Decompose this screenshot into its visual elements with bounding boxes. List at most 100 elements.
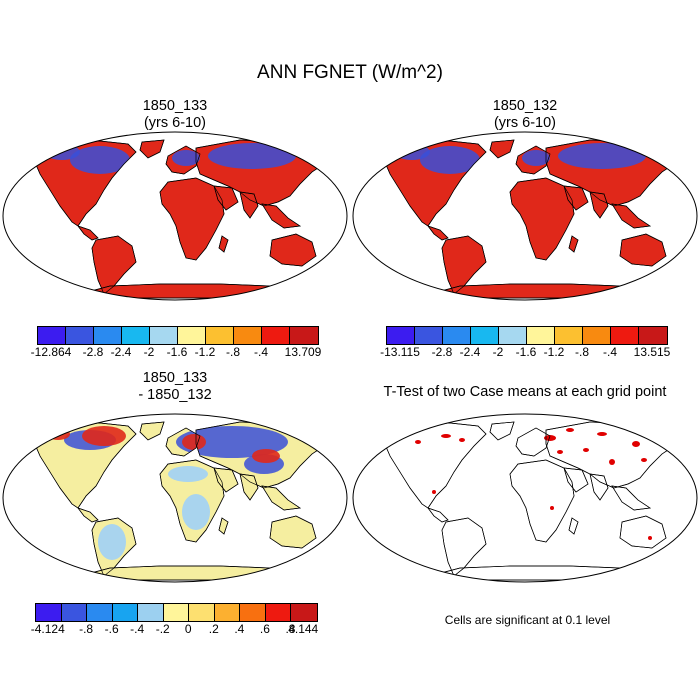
coastline [619, 233, 667, 267]
colorbar-2: -13.115 -2.8 -2.4 -2 -1.6 -1.2 -.8 -.4 13.515 [380, 326, 670, 362]
colorbar-label: -.2 [155, 622, 170, 636]
blue-blob-canada [420, 146, 480, 174]
continent-central-america [427, 225, 449, 241]
colorbar-box [555, 327, 583, 344]
colorbar-boxes [386, 326, 668, 345]
coastline [383, 422, 487, 509]
colorbar-1: -12.864 -2.8 -2.4 -2 -1.6 -1.2 -.8 -.4 13.709 [31, 326, 321, 362]
continent-se-asia [261, 203, 301, 229]
colorbar-label: -2.4 [110, 345, 132, 359]
coastline [509, 177, 575, 261]
colorbar-label: -1.2 [543, 345, 565, 359]
colorbar-label: -1.2 [194, 345, 216, 359]
ttest-cell [597, 432, 607, 436]
ttest-cell [557, 450, 563, 454]
map-content [383, 421, 683, 581]
diff-red-canada [82, 426, 126, 446]
colorbar-3: -4.124 -.8 -.6 -.4 -.2 0 .2 .4 .6 .8 4.144 [31, 603, 318, 639]
colorbar-label: -2.8 [82, 345, 104, 359]
colorbar-label: -2.8 [431, 345, 453, 359]
colorbar-label: .8 [285, 622, 296, 636]
ttest-cell [459, 438, 465, 442]
coastline [269, 515, 317, 549]
ttest-cell [609, 459, 615, 465]
coastline [568, 235, 579, 253]
ttest-cell [632, 441, 640, 447]
map-content [383, 139, 683, 299]
colorbar-label: -2 [492, 345, 504, 359]
coastline [489, 139, 515, 159]
continent-central-america [77, 507, 99, 523]
colorbar-box [214, 604, 241, 621]
coastline [261, 485, 301, 511]
colorbar-box [639, 327, 667, 344]
colorbar-label: -1.6 [515, 345, 537, 359]
colorbar-label: -12.864 [30, 345, 72, 359]
colorbar-box [471, 327, 499, 344]
diff-lightblue-africa [182, 494, 210, 530]
map-svg [352, 131, 698, 301]
coastline [239, 473, 259, 501]
coastline [421, 565, 651, 581]
continent-africa [509, 459, 575, 543]
continent-greenland [139, 421, 165, 441]
colorbar-label: 13.709 [284, 345, 322, 359]
colorbar-box [583, 327, 611, 344]
coastline [545, 421, 681, 489]
panel3-title: 1850_133 - 1850_132 [0, 370, 350, 404]
colorbar-box [178, 327, 206, 344]
colorbar-label: 13.515 [633, 345, 671, 359]
panel2-title-line1: 1850_132 [492, 98, 558, 114]
colorbar-box [499, 327, 527, 344]
continent-new-zealand [671, 261, 683, 277]
coastline [515, 145, 551, 175]
colorbar-box [527, 327, 555, 344]
blue-blob-europe [522, 150, 550, 166]
panel4-title: T-Test of two Case means at each grid po… [350, 384, 700, 401]
coastline [77, 507, 99, 523]
continent-greenland [139, 139, 165, 159]
colorbar-label: -13.115 [380, 345, 420, 359]
colorbar-label: -.8 [225, 345, 241, 359]
map-border [2, 131, 348, 301]
colorbar-box [443, 327, 471, 344]
diff-lightblue-sahara [168, 466, 208, 482]
colorbar-box [262, 327, 290, 344]
ttest-cell [544, 435, 556, 441]
colorbar-label: .4 [234, 622, 245, 636]
map-panel-1 [0, 130, 350, 302]
panel4-title-line1: T-Test of two Case means at each grid po… [383, 384, 667, 400]
blue-blob-canada [70, 146, 130, 174]
map-border [352, 413, 698, 583]
map-content [33, 421, 333, 581]
coastline [159, 459, 225, 543]
coastline [383, 140, 487, 227]
colorbar-label: -.8 [79, 622, 94, 636]
colorbar-box [291, 604, 317, 621]
map-panel-3 [0, 412, 350, 584]
continent-europe [515, 427, 551, 457]
coastline [165, 427, 201, 457]
coastline [589, 473, 609, 501]
ttest-cell [641, 458, 647, 462]
panel2-title: 1850_132 (yrs 6-10) [350, 98, 700, 132]
coastline [619, 515, 667, 549]
colorbar-box [387, 327, 415, 344]
coastline [321, 261, 333, 277]
colorbar-box [138, 604, 164, 621]
colorbar-label: -2 [143, 345, 155, 359]
coastline [671, 261, 683, 277]
coastline [489, 421, 515, 441]
colorbar-box [240, 604, 266, 621]
diff-lightblue-southamerica [98, 524, 126, 560]
coastline [563, 467, 589, 493]
colorbar-box [87, 604, 113, 621]
diff-red-europe [182, 434, 206, 450]
figure-title: ANN FGNET (W/m^2) [257, 62, 443, 83]
map-border [352, 131, 698, 301]
blue-blob-europe [172, 150, 200, 166]
coastline [139, 139, 165, 159]
panel2-title-line2: (yrs 6-10) [493, 115, 557, 131]
blue-blob-alaska [394, 144, 430, 160]
blue-blob-siberia [558, 143, 646, 169]
